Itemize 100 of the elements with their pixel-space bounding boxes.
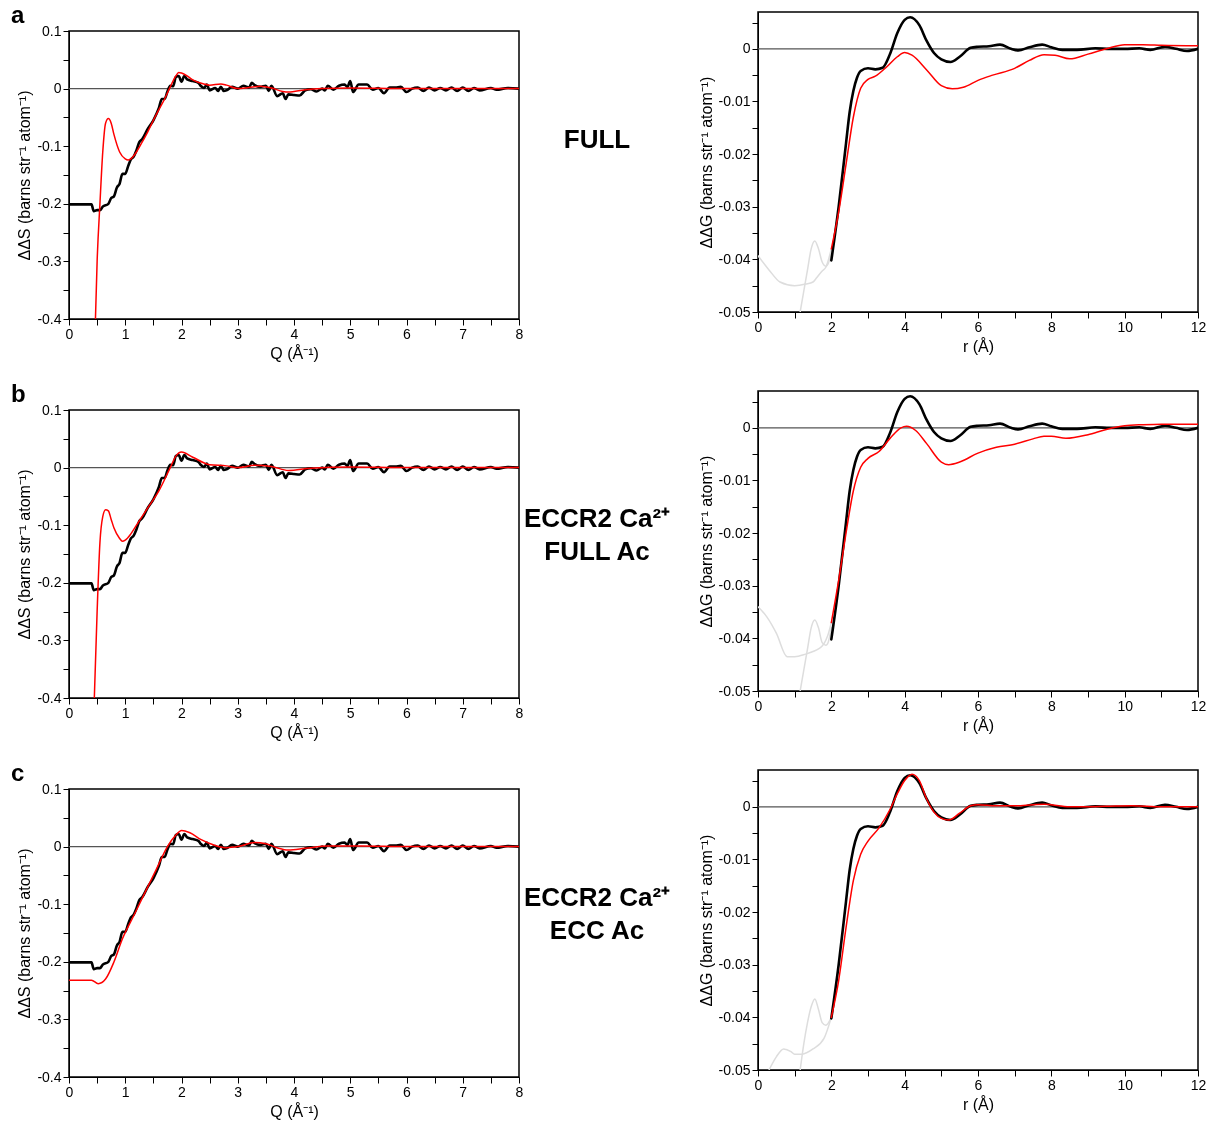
x-tick-label: 4 bbox=[290, 704, 299, 721]
y-tick-label: 0 bbox=[742, 798, 751, 815]
y-tick-label: -0.05 bbox=[718, 303, 751, 320]
x-tick-label: 0 bbox=[754, 1076, 763, 1093]
x-tick-label: 5 bbox=[346, 704, 355, 721]
y-tick-label: -0.1 bbox=[37, 895, 62, 912]
y-tick-label: -0.02 bbox=[718, 145, 751, 162]
y-tick-label: -0.1 bbox=[37, 137, 62, 154]
x-axis-title: r (Å) bbox=[962, 1094, 995, 1113]
x-tick-label: 6 bbox=[974, 697, 983, 714]
y-axis-title: ΔΔS (barns str⁻¹ atom⁻¹) bbox=[16, 469, 34, 640]
x-tick-label: 4 bbox=[901, 318, 910, 335]
y-axis-title: ΔΔS (barns str⁻¹ atom⁻¹) bbox=[16, 848, 34, 1019]
x-tick-label: 2 bbox=[178, 1083, 187, 1100]
x-axis-title: r (Å) bbox=[962, 336, 995, 355]
x-tick-label: 4 bbox=[901, 1076, 910, 1093]
x-tick-label: 4 bbox=[901, 697, 910, 714]
x-tick-label: 7 bbox=[459, 704, 468, 721]
y-tick-label: -0.2 bbox=[37, 195, 62, 212]
y-tick-label: -0.4 bbox=[37, 1068, 62, 1085]
y-tick-label: -0.02 bbox=[718, 524, 751, 541]
y-tick-label: -0.3 bbox=[37, 1010, 62, 1027]
x-tick-label: 2 bbox=[827, 1076, 836, 1093]
x-tick-label: 0 bbox=[754, 318, 763, 335]
y-axis-title: ΔΔG (barns str⁻¹ atom⁻¹) bbox=[697, 834, 715, 1007]
y-tick-label: 0 bbox=[53, 80, 62, 97]
x-tick-label: 8 bbox=[515, 1083, 524, 1100]
x-tick-label: 0 bbox=[65, 704, 74, 721]
y-tick-label: -0.01 bbox=[718, 471, 751, 488]
y-tick-label: -0.03 bbox=[718, 956, 751, 973]
x-tick-label: 7 bbox=[459, 325, 468, 342]
y-tick-label: -0.4 bbox=[37, 689, 62, 706]
x-tick-label: 4 bbox=[290, 1083, 299, 1100]
chart-title: a bbox=[10, 1, 25, 28]
x-tick-label: 12 bbox=[1190, 1076, 1207, 1093]
x-tick-label: 6 bbox=[403, 1083, 412, 1100]
y-tick-label: -0.3 bbox=[37, 631, 62, 648]
y-tick-label: -0.01 bbox=[718, 92, 751, 109]
text: ECCR2 Ca²⁺ ECC Ac bbox=[523, 882, 671, 946]
y-tick-label: -0.2 bbox=[37, 953, 62, 970]
x-axis-title: Q (Å⁻¹) bbox=[270, 722, 319, 741]
x-tick-label: 8 bbox=[1047, 318, 1056, 335]
y-axis-title: ΔΔG (barns str⁻¹ atom⁻¹) bbox=[697, 455, 715, 628]
x-tick-label: 6 bbox=[974, 318, 983, 335]
y-tick-label: 0 bbox=[742, 40, 751, 57]
y-tick-label: 0 bbox=[53, 459, 62, 476]
x-tick-label: 2 bbox=[827, 697, 836, 714]
y-tick-label: 0 bbox=[742, 419, 751, 436]
y-tick-label: -0.03 bbox=[718, 577, 751, 594]
x-tick-label: 8 bbox=[515, 325, 524, 342]
x-tick-label: 12 bbox=[1190, 697, 1207, 714]
y-tick-label: -0.3 bbox=[37, 252, 62, 269]
x-tick-label: 8 bbox=[1047, 697, 1056, 714]
y-tick-label: 0.1 bbox=[42, 401, 62, 418]
y-tick-label: -0.02 bbox=[718, 903, 751, 920]
x-tick-label: 0 bbox=[754, 697, 763, 714]
x-tick-label: 0 bbox=[65, 1083, 74, 1100]
y-tick-label: -0.1 bbox=[37, 516, 62, 533]
x-tick-label: 12 bbox=[1190, 318, 1207, 335]
text: ECCR2 Ca²⁺ FULL Ac bbox=[523, 503, 671, 567]
x-tick-label: 6 bbox=[403, 704, 412, 721]
x-tick-label: 2 bbox=[827, 318, 836, 335]
chart-title: b bbox=[10, 380, 26, 407]
x-tick-label: 2 bbox=[178, 325, 187, 342]
x-tick-label: 0 bbox=[65, 325, 74, 342]
x-axis-title: Q (Å⁻¹) bbox=[270, 343, 319, 362]
y-tick-label: -0.04 bbox=[718, 1008, 751, 1025]
x-tick-label: 3 bbox=[234, 325, 243, 342]
x-tick-label: 1 bbox=[121, 704, 130, 721]
y-tick-label: 0.1 bbox=[42, 780, 62, 797]
y-tick-label: 0.1 bbox=[42, 22, 62, 39]
y-tick-label: -0.05 bbox=[718, 1061, 751, 1078]
x-tick-label: 10 bbox=[1117, 1076, 1134, 1093]
x-tick-label: 1 bbox=[121, 325, 130, 342]
y-tick-label: 0 bbox=[53, 838, 62, 855]
x-tick-label: 4 bbox=[290, 325, 299, 342]
x-tick-label: 5 bbox=[346, 325, 355, 342]
x-axis-title: r (Å) bbox=[962, 715, 995, 734]
x-tick-label: 8 bbox=[515, 704, 524, 721]
x-tick-label: 3 bbox=[234, 704, 243, 721]
x-axis-title: Q (Å⁻¹) bbox=[270, 1101, 319, 1120]
text: FULL bbox=[563, 124, 631, 155]
y-tick-label: -0.05 bbox=[718, 682, 751, 699]
y-axis-title: ΔΔS (barns str⁻¹ atom⁻¹) bbox=[16, 90, 34, 261]
y-tick-label: -0.04 bbox=[718, 250, 751, 267]
y-tick-label: -0.01 bbox=[718, 850, 751, 867]
x-tick-label: 1 bbox=[121, 1083, 130, 1100]
x-tick-label: 3 bbox=[234, 1083, 243, 1100]
x-tick-label: 6 bbox=[974, 1076, 983, 1093]
x-tick-label: 10 bbox=[1117, 697, 1134, 714]
x-tick-label: 2 bbox=[178, 704, 187, 721]
x-tick-label: 6 bbox=[403, 325, 412, 342]
chart-title: c bbox=[10, 759, 25, 786]
y-tick-label: -0.03 bbox=[718, 198, 751, 215]
y-tick-label: -0.2 bbox=[37, 574, 62, 591]
x-tick-label: 8 bbox=[1047, 1076, 1056, 1093]
y-axis-title: ΔΔG (barns str⁻¹ atom⁻¹) bbox=[697, 76, 715, 249]
x-tick-label: 7 bbox=[459, 1083, 468, 1100]
y-tick-label: -0.4 bbox=[37, 310, 62, 327]
x-tick-label: 10 bbox=[1117, 318, 1134, 335]
